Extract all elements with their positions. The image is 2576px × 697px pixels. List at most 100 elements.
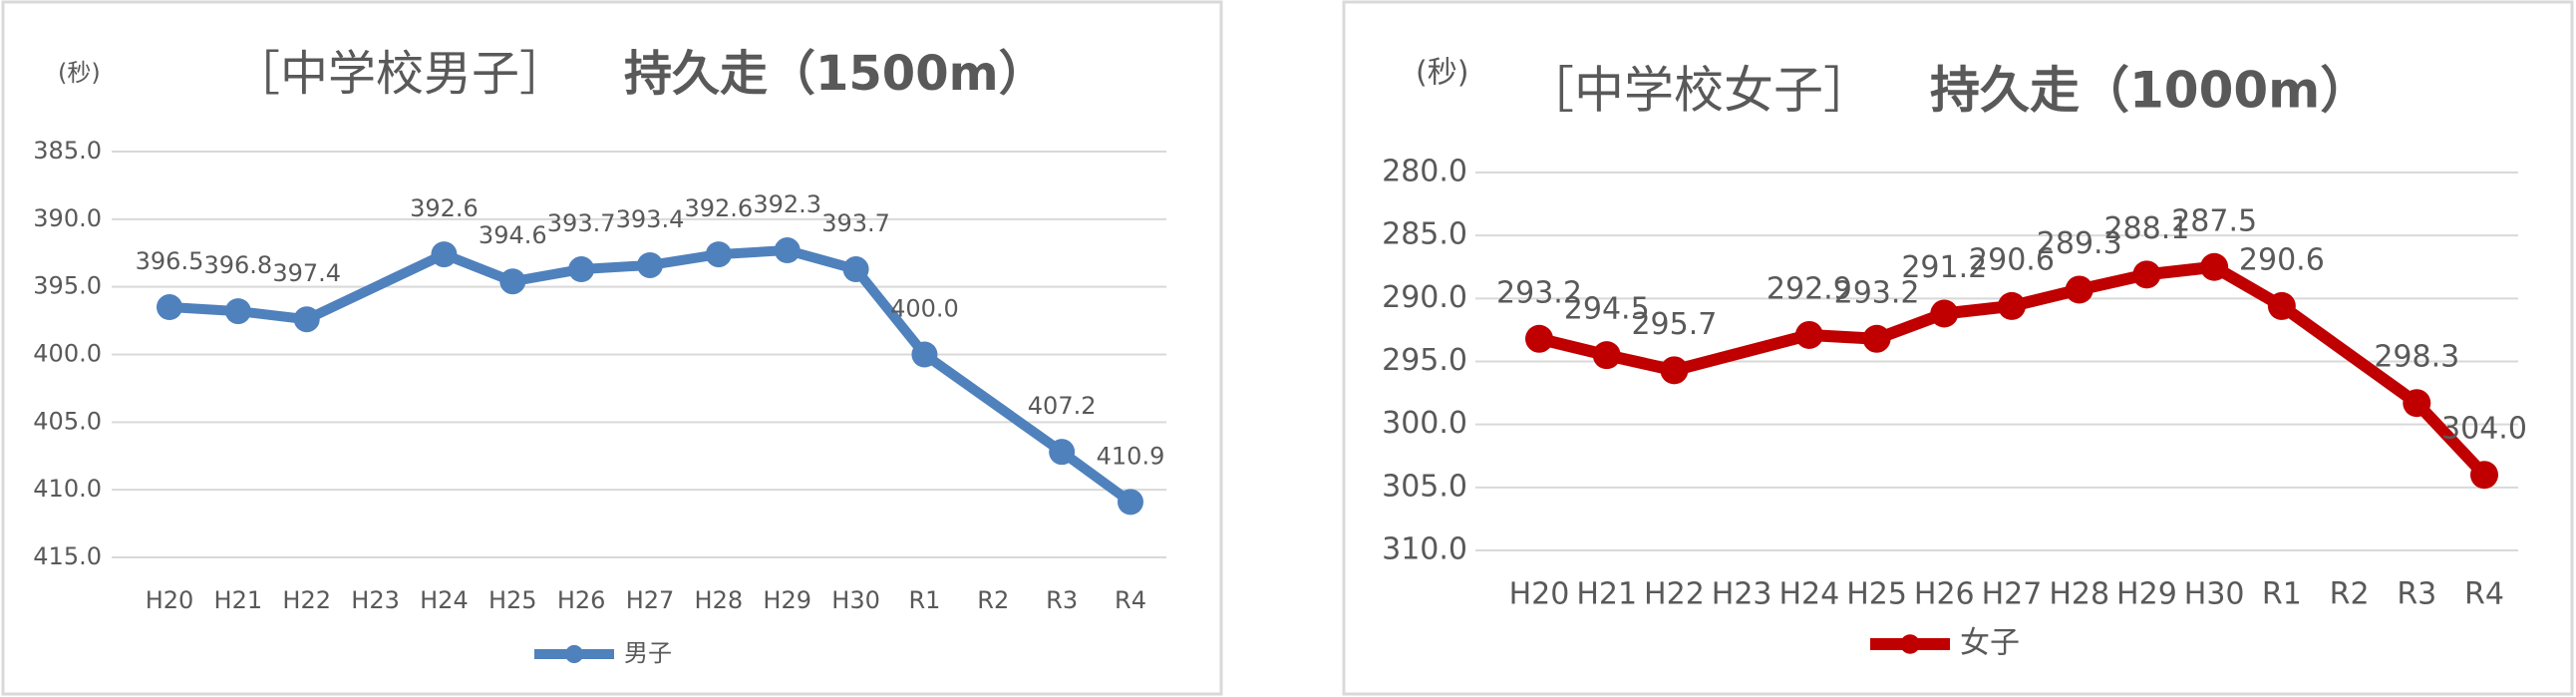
data-label: 288.1	[2103, 211, 2189, 246]
chart-frame	[1, 0, 1223, 696]
data-label: 304.0	[2441, 412, 2527, 447]
y-tick-label: 385.0	[33, 137, 102, 165]
y-tick-label: 410.0	[33, 475, 102, 503]
x-tick-label: H24	[1778, 577, 1839, 612]
data-label: 290.6	[2239, 242, 2325, 277]
point	[911, 341, 938, 368]
x-tick-label: H29	[763, 586, 811, 614]
x-tick-label: R2	[2330, 577, 2370, 612]
x-tick-label: H24	[420, 586, 469, 614]
data-label: 289.3	[2037, 226, 2122, 261]
data-label: 396.5	[136, 247, 204, 275]
data-label: 394.6	[479, 221, 547, 249]
y-tick-label: 395.0	[33, 272, 102, 300]
point	[1930, 299, 1959, 328]
x-tick-label: H27	[1982, 577, 2043, 612]
x-tick-label: R4	[1115, 586, 1146, 614]
line-segment	[919, 349, 1068, 458]
data-label: 396.8	[203, 251, 272, 279]
point	[499, 268, 526, 295]
data-label: 393.4	[616, 205, 685, 233]
y-tick-label: 310.0	[1382, 532, 1467, 567]
data-label: 287.5	[2171, 203, 2257, 238]
data-label: 393.7	[547, 209, 616, 237]
x-tick-label: H30	[2184, 577, 2245, 612]
point	[2065, 275, 2093, 304]
x-tick-label: R1	[2262, 577, 2302, 612]
line-segment	[850, 264, 930, 360]
y-tick-label: 405.0	[33, 407, 102, 435]
point	[705, 241, 732, 268]
point	[157, 294, 182, 321]
point	[293, 306, 320, 333]
data-label: 392.3	[753, 190, 821, 218]
x-tick-label: H22	[1644, 577, 1705, 612]
point	[774, 237, 801, 264]
x-tick-label: H28	[2049, 577, 2109, 612]
point	[1794, 320, 1823, 349]
x-tick-label: H21	[1576, 577, 1637, 612]
x-tick-label: H29	[2116, 577, 2177, 612]
line-segment	[1057, 447, 1135, 508]
point	[2403, 389, 2431, 418]
data-label: 298.3	[2374, 340, 2459, 375]
chart-subtitle: 持久走（1500m）	[624, 46, 1047, 102]
y-axis-label: (秒)	[58, 59, 101, 87]
point	[2200, 252, 2229, 281]
legend-marker	[564, 644, 584, 664]
data-label: 392.6	[684, 194, 753, 222]
x-tick-label: H25	[1846, 577, 1907, 612]
point	[1118, 489, 1143, 516]
chart-title: ［中学校男子］	[232, 46, 567, 102]
x-tick-label: H20	[146, 586, 194, 614]
point	[1998, 291, 2026, 320]
y-tick-label: 390.0	[33, 204, 102, 232]
data-label: 392.6	[410, 194, 479, 222]
data-label: 293.2	[1834, 275, 1920, 310]
data-label: 410.9	[1097, 442, 1165, 470]
chart-title: ［中学校女子］	[1524, 62, 1873, 120]
point	[431, 241, 458, 268]
y-tick-label: 400.0	[33, 340, 102, 368]
x-tick-label: H25	[488, 586, 537, 614]
line-segment	[1668, 328, 1815, 377]
point	[224, 298, 251, 325]
legend-label: 男子	[624, 639, 672, 667]
x-tick-label: H22	[282, 586, 331, 614]
legend-label: 女子	[1960, 626, 2020, 661]
y-tick-label: 280.0	[1382, 155, 1467, 189]
data-label: 295.7	[1631, 307, 1717, 342]
line-segment	[2411, 397, 2490, 482]
line-segment	[301, 249, 450, 325]
point	[568, 256, 595, 283]
chart-subtitle: 持久走（1000m）	[1930, 62, 2370, 120]
point	[637, 251, 663, 278]
x-tick-label: H23	[351, 586, 400, 614]
data-label: 397.4	[272, 259, 341, 287]
x-tick-label: H27	[626, 586, 675, 614]
x-tick-label: H30	[831, 586, 880, 614]
y-tick-label: 285.0	[1382, 217, 1467, 252]
point	[1862, 324, 1891, 353]
y-tick-label: 290.0	[1382, 280, 1467, 315]
point	[1660, 356, 1689, 385]
data-label: 393.7	[821, 209, 890, 237]
point	[2267, 291, 2296, 320]
point	[1525, 324, 1553, 353]
point	[1049, 439, 1076, 466]
point	[2470, 461, 2498, 490]
y-tick-label: 415.0	[33, 542, 102, 570]
line-segment	[2275, 299, 2423, 410]
x-tick-label: R3	[1046, 586, 1078, 614]
point	[2132, 260, 2161, 289]
y-axis-label: (秒)	[1416, 56, 1468, 91]
x-tick-label: H26	[557, 586, 606, 614]
x-tick-label: R4	[2464, 577, 2504, 612]
legend-marker	[1900, 634, 1920, 654]
x-tick-label: H28	[695, 586, 744, 614]
data-label: 293.2	[1496, 275, 1582, 310]
data-label: 290.6	[1969, 242, 2055, 277]
data-label: 400.0	[890, 295, 959, 323]
